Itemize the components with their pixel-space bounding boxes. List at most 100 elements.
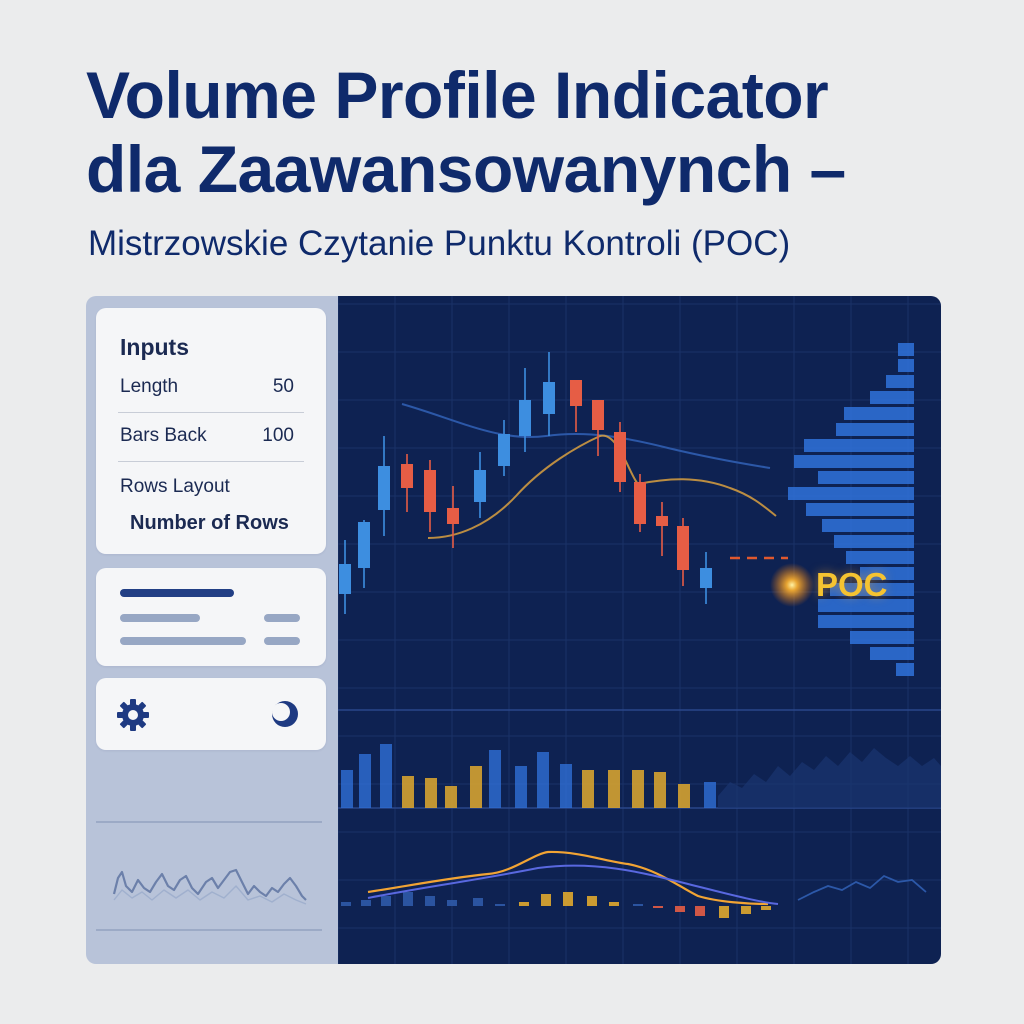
- volume-bar: [470, 766, 482, 808]
- volume-bar: [560, 764, 572, 808]
- oscillator-bar: [361, 900, 371, 906]
- profile-bar: [804, 439, 914, 452]
- chart-grid: [338, 296, 941, 964]
- profile-bar: [822, 519, 914, 532]
- candle-body: [424, 470, 436, 512]
- oscillator-bar: [609, 902, 619, 906]
- volume-bar: [582, 770, 594, 808]
- candle-body: [401, 464, 413, 488]
- profile-bar: [794, 455, 914, 468]
- oscillator-bar: [653, 906, 663, 908]
- moving-average-line: [427, 434, 777, 539]
- profile-bar: [806, 503, 914, 516]
- oscillator-fast-line: [367, 864, 779, 905]
- icon-toolbar-card: [96, 678, 326, 750]
- volume-bar: [632, 770, 644, 808]
- profile-bar: [898, 343, 914, 356]
- candle-body: [614, 432, 626, 482]
- candlestick-series: [339, 352, 712, 614]
- gear-icon[interactable]: [116, 698, 150, 732]
- profile-bar: [830, 583, 914, 596]
- placeholder-line: [264, 614, 300, 622]
- oscillator-bar: [425, 896, 435, 906]
- profile-bar: [870, 391, 914, 404]
- oscillator-bar: [695, 906, 705, 916]
- oscillator-bar: [587, 896, 597, 906]
- candle-body: [700, 568, 712, 588]
- placeholder-card: [96, 568, 326, 666]
- price-chart-svg[interactable]: [338, 296, 941, 964]
- inputs-card: Inputs Length 50 Bars Back 100 Rows Layo…: [96, 308, 326, 554]
- candle-body: [570, 380, 582, 406]
- oscillator-histogram: [341, 892, 771, 918]
- inputs-heading: Inputs: [120, 334, 189, 360]
- bars-back-value[interactable]: 100: [262, 425, 294, 446]
- oscillator-bar: [341, 902, 351, 906]
- profile-bar: [846, 551, 914, 564]
- placeholder-line: [120, 589, 234, 597]
- rows-layout-select[interactable]: Number of Rows: [130, 512, 289, 534]
- volume-bar: [402, 776, 414, 808]
- candle-body: [358, 522, 370, 568]
- candle-body: [498, 434, 510, 466]
- candle-body: [339, 564, 351, 594]
- upper-band-line: [401, 403, 771, 469]
- length-value[interactable]: 50: [272, 376, 294, 397]
- oscillator-bar: [719, 906, 729, 918]
- oscillator-bar: [447, 900, 457, 906]
- candle-body: [378, 466, 390, 510]
- length-input-row[interactable]: Length 50: [118, 376, 304, 413]
- profile-bar: [844, 407, 914, 420]
- oscillator-bar: [761, 906, 771, 910]
- price-chart-panel[interactable]: POC: [338, 296, 941, 964]
- volume-bar: [537, 752, 549, 808]
- oscillator-bar: [473, 898, 483, 906]
- volume-histogram: [341, 744, 716, 808]
- oscillator-bar: [633, 904, 643, 906]
- placeholder-line: [264, 637, 300, 645]
- profile-bar: [850, 631, 914, 644]
- volume-bar: [445, 786, 457, 808]
- volume-profile: [788, 343, 914, 676]
- oscillator-bar: [381, 896, 391, 906]
- oscillator-bar: [495, 904, 505, 906]
- bars-back-label: Bars Back: [120, 425, 207, 446]
- profile-bar: [818, 599, 914, 612]
- theme-toggle-icon[interactable]: [270, 699, 300, 729]
- candle-body: [543, 382, 555, 414]
- volume-bar: [359, 754, 371, 808]
- candle-body: [447, 508, 459, 524]
- volume-bar: [425, 778, 437, 808]
- profile-bar: [834, 535, 914, 548]
- oscillator-signal-line: [367, 850, 769, 906]
- profile-bar: [788, 487, 914, 500]
- profile-bar: [886, 375, 914, 388]
- title-line-1: Volume Profile Indicator: [86, 58, 829, 132]
- candle-body: [634, 482, 646, 524]
- volume-background-area: [718, 748, 941, 808]
- profile-bar: [860, 567, 914, 580]
- volume-bar: [678, 784, 690, 808]
- candle-body: [592, 400, 604, 430]
- oscillator-bar: [675, 906, 685, 912]
- oscillator-bar: [403, 892, 413, 906]
- profile-bar: [898, 359, 914, 372]
- profile-bar: [870, 647, 914, 660]
- volume-bar: [489, 750, 501, 808]
- page-subtitle: Mistrzowskie Czytanie Punktu Kontroli (P…: [88, 224, 791, 263]
- length-label: Length: [120, 376, 179, 397]
- mini-sparkline-graph: [96, 821, 322, 931]
- page-title: Volume Profile Indicator dla Zaawansowan…: [86, 58, 986, 206]
- candle-body: [677, 526, 689, 570]
- oscillator-bar: [541, 894, 551, 906]
- volume-bar: [654, 772, 666, 808]
- profile-bar: [896, 663, 914, 676]
- placeholder-line: [120, 637, 246, 645]
- bars-back-input-row[interactable]: Bars Back 100: [118, 425, 304, 462]
- oscillator-bar: [563, 892, 573, 906]
- title-line-2: dla Zaawansowanynch –: [86, 132, 846, 206]
- oscillator-bar: [519, 902, 529, 906]
- candle-body: [474, 470, 486, 502]
- profile-bar: [836, 423, 914, 436]
- poc-glow: [770, 563, 814, 607]
